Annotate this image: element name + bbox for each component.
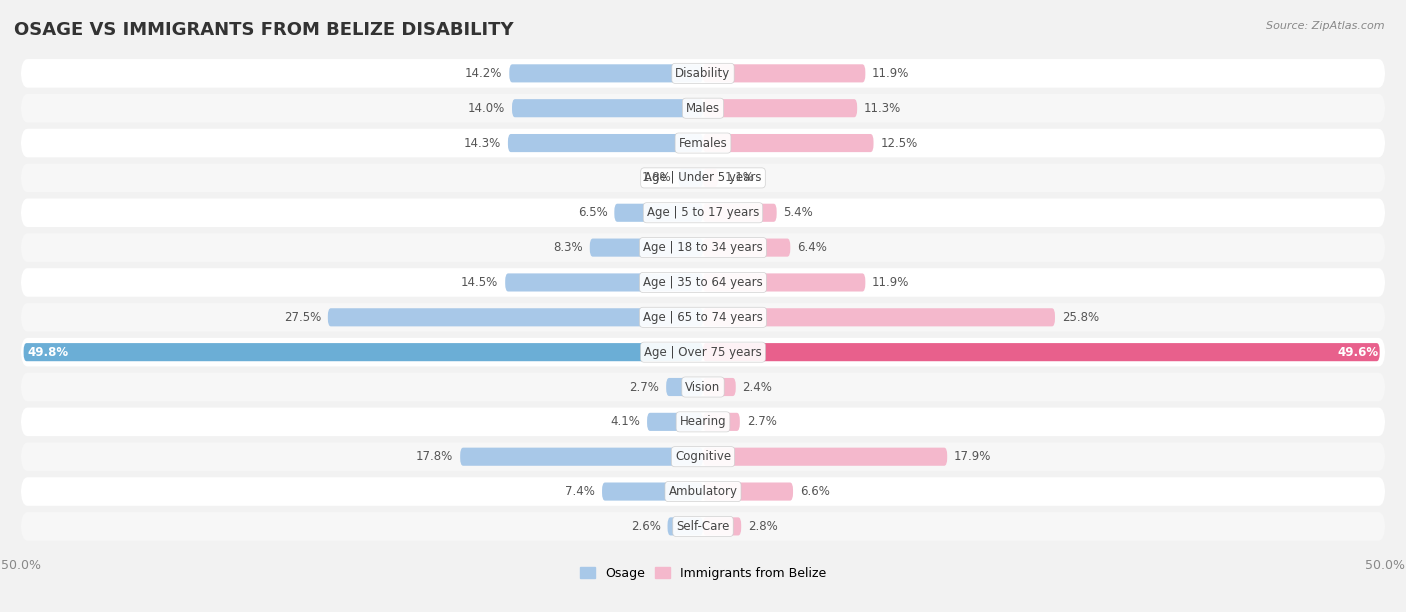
Text: 27.5%: 27.5% xyxy=(284,311,321,324)
FancyBboxPatch shape xyxy=(460,447,703,466)
FancyBboxPatch shape xyxy=(679,169,703,187)
FancyBboxPatch shape xyxy=(703,239,790,256)
Text: 6.4%: 6.4% xyxy=(797,241,827,254)
FancyBboxPatch shape xyxy=(21,129,1385,157)
FancyBboxPatch shape xyxy=(24,343,703,361)
Text: Disability: Disability xyxy=(675,67,731,80)
Text: Vision: Vision xyxy=(685,381,721,394)
FancyBboxPatch shape xyxy=(703,412,740,431)
FancyBboxPatch shape xyxy=(703,64,865,83)
FancyBboxPatch shape xyxy=(703,482,793,501)
FancyBboxPatch shape xyxy=(21,338,1385,367)
FancyBboxPatch shape xyxy=(512,99,703,118)
Text: Age | 18 to 34 years: Age | 18 to 34 years xyxy=(643,241,763,254)
FancyBboxPatch shape xyxy=(703,343,1379,361)
FancyBboxPatch shape xyxy=(703,99,858,118)
Text: 5.4%: 5.4% xyxy=(783,206,813,219)
FancyBboxPatch shape xyxy=(703,274,865,291)
Text: 2.8%: 2.8% xyxy=(748,520,778,533)
Text: 17.9%: 17.9% xyxy=(955,450,991,463)
Text: Source: ZipAtlas.com: Source: ZipAtlas.com xyxy=(1267,21,1385,31)
Text: 14.3%: 14.3% xyxy=(464,136,501,149)
Text: 14.5%: 14.5% xyxy=(461,276,498,289)
Text: Males: Males xyxy=(686,102,720,114)
FancyBboxPatch shape xyxy=(21,94,1385,122)
FancyBboxPatch shape xyxy=(703,517,741,536)
FancyBboxPatch shape xyxy=(703,447,948,466)
FancyBboxPatch shape xyxy=(21,59,1385,88)
Text: 11.3%: 11.3% xyxy=(863,102,901,114)
Text: Age | 5 to 17 years: Age | 5 to 17 years xyxy=(647,206,759,219)
Text: 7.4%: 7.4% xyxy=(565,485,595,498)
Text: OSAGE VS IMMIGRANTS FROM BELIZE DISABILITY: OSAGE VS IMMIGRANTS FROM BELIZE DISABILI… xyxy=(14,21,513,39)
FancyBboxPatch shape xyxy=(21,303,1385,332)
FancyBboxPatch shape xyxy=(21,408,1385,436)
Text: Self-Care: Self-Care xyxy=(676,520,730,533)
Text: Cognitive: Cognitive xyxy=(675,450,731,463)
Text: 4.1%: 4.1% xyxy=(610,416,640,428)
FancyBboxPatch shape xyxy=(21,373,1385,401)
FancyBboxPatch shape xyxy=(703,204,776,222)
FancyBboxPatch shape xyxy=(589,239,703,256)
FancyBboxPatch shape xyxy=(668,517,703,536)
Text: 11.9%: 11.9% xyxy=(872,276,910,289)
Text: Age | 35 to 64 years: Age | 35 to 64 years xyxy=(643,276,763,289)
FancyBboxPatch shape xyxy=(703,169,718,187)
Text: 14.2%: 14.2% xyxy=(465,67,502,80)
Text: 6.5%: 6.5% xyxy=(578,206,607,219)
FancyBboxPatch shape xyxy=(21,233,1385,262)
FancyBboxPatch shape xyxy=(614,204,703,222)
Legend: Osage, Immigrants from Belize: Osage, Immigrants from Belize xyxy=(575,562,831,584)
Text: 1.1%: 1.1% xyxy=(725,171,755,184)
Text: 49.6%: 49.6% xyxy=(1337,346,1378,359)
Text: 11.9%: 11.9% xyxy=(872,67,910,80)
FancyBboxPatch shape xyxy=(328,308,703,326)
FancyBboxPatch shape xyxy=(602,482,703,501)
FancyBboxPatch shape xyxy=(21,198,1385,227)
FancyBboxPatch shape xyxy=(509,64,703,83)
Text: 49.8%: 49.8% xyxy=(28,346,69,359)
Text: 8.3%: 8.3% xyxy=(554,241,583,254)
FancyBboxPatch shape xyxy=(21,268,1385,297)
FancyBboxPatch shape xyxy=(703,134,873,152)
Text: 2.4%: 2.4% xyxy=(742,381,772,394)
Text: 2.6%: 2.6% xyxy=(631,520,661,533)
Text: 17.8%: 17.8% xyxy=(416,450,453,463)
FancyBboxPatch shape xyxy=(21,163,1385,192)
Text: Hearing: Hearing xyxy=(679,416,727,428)
Text: Females: Females xyxy=(679,136,727,149)
Text: 12.5%: 12.5% xyxy=(880,136,918,149)
FancyBboxPatch shape xyxy=(703,308,1054,326)
FancyBboxPatch shape xyxy=(505,274,703,291)
Text: 2.7%: 2.7% xyxy=(630,381,659,394)
Text: Age | Under 5 years: Age | Under 5 years xyxy=(644,171,762,184)
Text: Ambulatory: Ambulatory xyxy=(668,485,738,498)
FancyBboxPatch shape xyxy=(21,512,1385,540)
Text: 2.7%: 2.7% xyxy=(747,416,776,428)
FancyBboxPatch shape xyxy=(647,412,703,431)
Text: 1.8%: 1.8% xyxy=(643,171,672,184)
FancyBboxPatch shape xyxy=(508,134,703,152)
FancyBboxPatch shape xyxy=(21,477,1385,506)
Text: Age | Over 75 years: Age | Over 75 years xyxy=(644,346,762,359)
FancyBboxPatch shape xyxy=(666,378,703,396)
FancyBboxPatch shape xyxy=(21,442,1385,471)
Text: Age | 65 to 74 years: Age | 65 to 74 years xyxy=(643,311,763,324)
Text: 6.6%: 6.6% xyxy=(800,485,830,498)
Text: 25.8%: 25.8% xyxy=(1062,311,1099,324)
Text: 14.0%: 14.0% xyxy=(468,102,505,114)
FancyBboxPatch shape xyxy=(703,378,735,396)
